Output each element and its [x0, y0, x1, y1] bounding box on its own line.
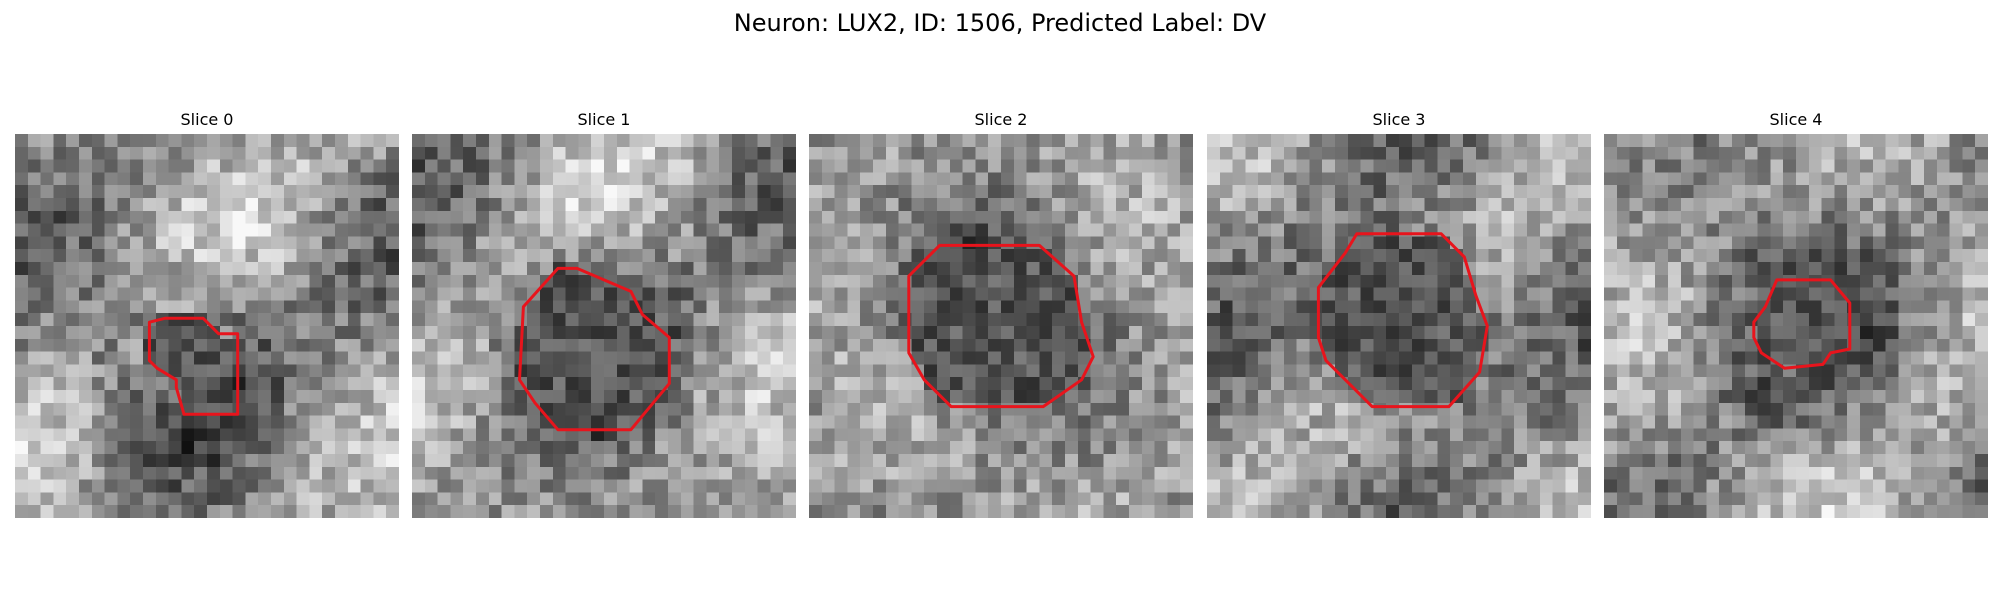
slice-image: [412, 134, 796, 518]
slice-image: [1604, 134, 1988, 518]
slice-title: Slice 0: [180, 110, 234, 129]
figure-title: Neuron: LUX2, ID: 1506, Predicted Label:…: [733, 9, 1267, 37]
slice-image: [15, 134, 399, 518]
slice-title: Slice 4: [1769, 110, 1823, 129]
slice-panel: Slice 2: [809, 108, 1193, 518]
slice-panel: Slice 0: [15, 108, 399, 518]
slice-title: Slice 2: [974, 110, 1028, 129]
slice-panel: Slice 3: [1207, 108, 1591, 518]
slice-title: Slice 3: [1372, 110, 1426, 129]
slice-panel: Slice 4: [1604, 108, 1988, 518]
slice-image: [1207, 134, 1591, 518]
slice-image: [809, 134, 1193, 518]
slice-title: Slice 1: [577, 110, 631, 129]
slice-panel: Slice 1: [412, 108, 796, 518]
